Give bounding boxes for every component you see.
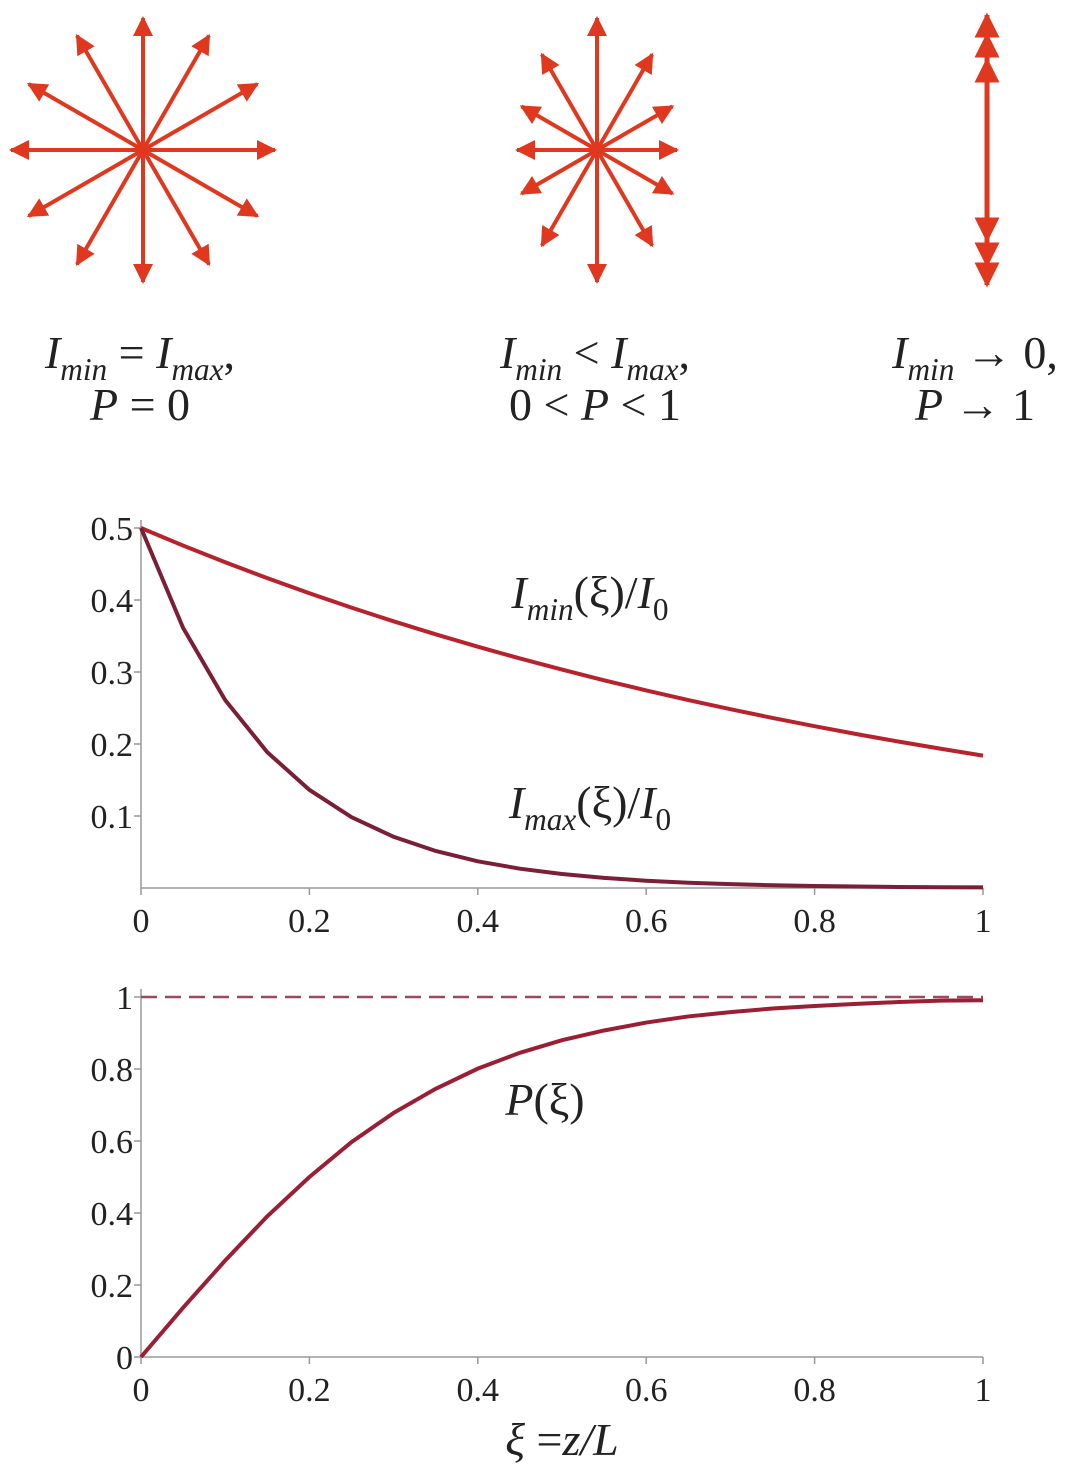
x-tick-label: 0.4 (457, 903, 500, 940)
x-tick-label: 0.8 (793, 903, 836, 940)
x-tick-label: 0.8 (793, 1372, 836, 1409)
curve-label: Imin(ξ)/I0 (510, 567, 668, 627)
x-tick-label: 0.2 (288, 903, 331, 940)
x-tick-label: 0.2 (288, 1372, 331, 1409)
text-segment: , (679, 327, 691, 378)
field-arrow (26, 82, 144, 152)
diagram-label: Imin = Imax, (44, 327, 235, 387)
x-tick-label: 0 (133, 903, 150, 940)
curve-label: Imax(ξ)/I0 (508, 777, 671, 837)
y-tick-label: 0.4 (91, 1196, 134, 1233)
x-tick-label: 0 (133, 1372, 150, 1409)
field-arrow (75, 33, 145, 151)
text-segment: max (171, 352, 223, 387)
diagram-label: Imin < Imax, (499, 327, 690, 387)
text-segment: , (224, 327, 236, 378)
field-arrow (595, 104, 675, 152)
x-tick-label: 0.6 (625, 903, 668, 940)
text-segment: max (524, 802, 576, 837)
y-tick-label: 0.4 (91, 583, 134, 620)
diagram-label: P → 1 (914, 379, 1035, 430)
text-segment: min (527, 592, 574, 627)
text-segment: 0 (656, 802, 672, 837)
text-segment: I (891, 327, 910, 378)
field-arrow (141, 148, 211, 267)
text-segment: = (107, 327, 156, 378)
curve (139, 998, 984, 1359)
field-arrow (141, 33, 211, 151)
text-segment: I (637, 567, 656, 618)
text-segment: I (44, 327, 63, 378)
field-arrow (75, 148, 145, 267)
y-tick-label: 0.5 (91, 511, 134, 548)
text-segment: min (515, 352, 562, 387)
text-segment: (ξ) (533, 1074, 584, 1125)
text-segment: min (60, 352, 107, 387)
text-segment: (ξ)/ (574, 567, 638, 618)
text-segment: P (914, 379, 943, 430)
text-segment: P (504, 1074, 533, 1125)
text-segment: I (510, 567, 529, 618)
field-arrow (595, 52, 654, 152)
curve-label: P(ξ) (504, 1074, 584, 1125)
text-segment: = (525, 1414, 562, 1465)
y-tick-label: 1 (116, 980, 133, 1017)
text-segment: min (907, 352, 954, 387)
y-tick-label: 0.2 (91, 1268, 134, 1305)
text-segment: I (499, 327, 518, 378)
text-segment: I (155, 327, 174, 378)
text-segment: I (508, 777, 527, 828)
text-segment: max (626, 352, 678, 387)
curve (139, 527, 984, 890)
text-segment: z/L (561, 1414, 618, 1465)
diagram-label: Imin → 0, (891, 327, 1058, 387)
field-arrow (519, 148, 598, 196)
text-segment: I (639, 777, 658, 828)
y-tick-label: 0.6 (91, 1124, 134, 1161)
x-tick-label: 0.4 (457, 1372, 500, 1409)
diagram-label: 0 < P < 1 (509, 379, 681, 430)
text-segment: = 0 (118, 379, 190, 430)
text-segment: (ξ)/ (576, 777, 640, 828)
x-tick-label: 1 (975, 903, 992, 940)
field-arrow (596, 148, 675, 196)
x-axis-label: ξ =z/L (505, 1414, 618, 1465)
field-arrow (595, 148, 654, 248)
field-arrow (141, 148, 260, 218)
y-tick-label: 0.3 (91, 655, 134, 692)
field-arrow (540, 52, 599, 152)
y-tick-label: 0.1 (91, 799, 134, 836)
text-segment: 0 (653, 592, 669, 627)
text-segment: P (89, 379, 118, 430)
y-tick-label: 0.8 (91, 1052, 134, 1089)
x-tick-label: 0.6 (625, 1372, 668, 1409)
y-tick-label: 0 (116, 1340, 133, 1377)
field-arrow (141, 82, 260, 152)
diagram-label: P = 0 (89, 379, 190, 430)
field-arrow (26, 148, 144, 218)
x-tick-label: 1 (975, 1372, 992, 1409)
text-segment: → 0, (954, 327, 1058, 378)
text-segment: 0 < (509, 379, 581, 430)
text-segment: ξ (505, 1414, 525, 1465)
field-arrow (540, 148, 599, 248)
text-segment: < (562, 327, 611, 378)
text-segment: I (610, 327, 629, 378)
text-segment: P (580, 379, 609, 430)
text-segment: → 1 (943, 379, 1035, 430)
field-arrow (519, 104, 599, 152)
y-tick-label: 0.2 (91, 727, 134, 764)
text-segment: < 1 (609, 379, 681, 430)
curve (140, 526, 984, 758)
